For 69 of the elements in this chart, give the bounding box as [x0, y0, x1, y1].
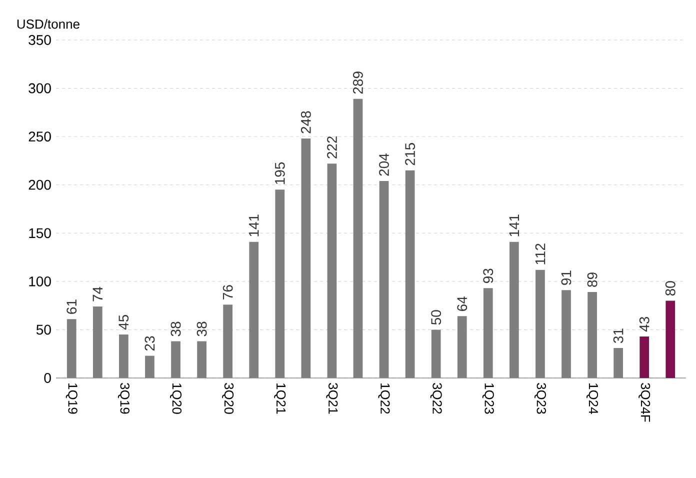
x-tick-label: 3Q21	[326, 383, 338, 414]
y-tick-label: 300	[28, 83, 51, 94]
x-tick-label: 1Q20	[170, 384, 182, 414]
bar	[614, 348, 623, 378]
bar	[457, 316, 467, 378]
y-tick-label: 200	[28, 180, 51, 190]
bar	[431, 330, 441, 378]
data-label: 74	[92, 286, 102, 302]
data-label: 204	[379, 154, 389, 176]
data-label: 141	[249, 214, 259, 236]
data-label: 64	[457, 296, 468, 311]
x-tick-label: 3Q24F	[638, 383, 650, 422]
bar	[275, 190, 285, 378]
x-tick-label: 3Q23	[534, 383, 546, 414]
y-tick-label: 150	[29, 228, 51, 238]
y-tick-label: 100	[29, 276, 51, 286]
bar	[197, 341, 206, 378]
data-label: 222	[327, 136, 337, 158]
x-tick-label: 1Q22	[378, 384, 390, 414]
x-tick-label: 3Q22	[430, 383, 442, 414]
y-tick-label: 0	[44, 373, 51, 383]
bar	[119, 334, 128, 378]
data-label: 89	[587, 272, 598, 287]
bar	[509, 242, 519, 378]
bar	[171, 341, 180, 378]
bar	[379, 180, 389, 378]
data-label: 141	[509, 214, 519, 236]
y-tick-label: 350	[28, 35, 51, 45]
bar	[145, 356, 154, 378]
x-tick-label: 1Q23	[482, 384, 494, 414]
bar	[92, 306, 102, 378]
bar	[666, 300, 676, 378]
data-label: 50	[431, 310, 442, 325]
data-label: 289	[353, 72, 363, 94]
bar	[353, 98, 363, 378]
bar	[562, 290, 571, 378]
x-tick-label: 3Q19	[118, 383, 130, 414]
bar	[588, 292, 597, 378]
data-label: 80	[665, 281, 676, 296]
y-tick-label: 50	[36, 324, 51, 335]
data-label: 215	[405, 143, 416, 166]
bar	[223, 304, 233, 378]
data-label: 43	[639, 316, 650, 332]
data-label: 38	[196, 322, 207, 336]
bar	[640, 336, 650, 378]
bar	[327, 164, 337, 378]
data-label: 248	[300, 111, 311, 134]
bar	[249, 242, 259, 378]
bar	[483, 288, 493, 378]
y-axis-title: USD/tonne	[17, 19, 80, 29]
data-label: 38	[170, 322, 181, 336]
x-tick-label: 1Q21	[274, 384, 286, 414]
data-label: 61	[66, 300, 77, 314]
x-tick-label: 1Q24	[586, 384, 598, 414]
bar	[405, 170, 415, 378]
data-label: 31	[613, 328, 624, 343]
data-label: 195	[274, 162, 285, 184]
bar	[301, 138, 311, 378]
data-label: 91	[561, 270, 572, 285]
y-tick-label: 250	[28, 132, 51, 142]
data-label: 93	[483, 268, 494, 283]
x-tick-label: 1Q19	[66, 384, 78, 414]
data-label: 23	[144, 336, 155, 351]
data-label: 45	[118, 315, 129, 330]
bar	[536, 270, 545, 378]
data-label: 76	[222, 285, 233, 300]
x-tick-label: 3Q20	[222, 383, 234, 414]
data-label: 112	[535, 244, 546, 264]
bar	[66, 319, 76, 378]
